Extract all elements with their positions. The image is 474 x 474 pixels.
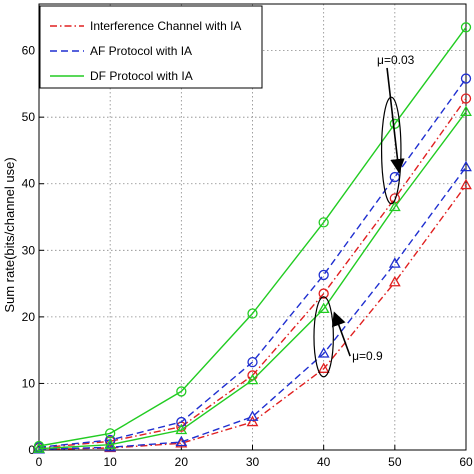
series-0-point-4 [318, 288, 329, 299]
legend-label-1: AF Protocol with IA [90, 44, 192, 58]
series-3-point-3 [246, 415, 259, 427]
axes: 0 10 20 30 40 50 60 0 10 20 30 40 50 60 [22, 3, 473, 469]
series-2-point-0 [33, 440, 45, 452]
series-2-point-6 [460, 22, 472, 33]
legend-box [39, 5, 263, 89]
y-tick-label-0: 0 [28, 443, 35, 457]
series-5-point-2 [175, 423, 188, 435]
series-1-point-6 [460, 73, 472, 84]
series-3-point-6 [460, 178, 472, 190]
series-3-point-4 [317, 362, 330, 373]
series-line-5 [38, 111, 467, 450]
series-5-point-4 [317, 302, 330, 314]
series-line-4 [38, 166, 467, 450]
series-4-point-5 [388, 257, 401, 268]
series-3-point-2 [175, 437, 188, 448]
series-5-point-1 [104, 438, 117, 449]
series-5 [33, 105, 472, 453]
series-line-2 [38, 26, 467, 447]
series-1-point-3 [247, 356, 258, 368]
y-tick-label-20: 20 [22, 310, 36, 324]
series-2-point-4 [318, 217, 329, 228]
series-5-point-6 [460, 105, 472, 116]
series-1-point-4 [318, 269, 329, 281]
annotation-label-0: μ=0.03 [377, 53, 415, 67]
series-2-point-2 [176, 386, 187, 397]
y-tick-label-10: 10 [22, 376, 36, 390]
x-tick-label-10: 10 [103, 455, 117, 469]
legend-label-0: Interference Channel with IA [90, 19, 241, 33]
x-tick-label-50: 50 [388, 455, 402, 469]
series-2 [33, 22, 472, 452]
series-4-point-6 [460, 160, 472, 172]
series-3-point-5 [388, 275, 401, 287]
x-tick-label-30: 30 [246, 455, 260, 469]
annotation-arrow-0 [386, 67, 405, 174]
series-4-point-3 [246, 410, 259, 421]
y-axis-label: Sum rate(bits/channel use) [2, 157, 17, 312]
series-1-point-2 [176, 416, 187, 428]
annotations: μ=0.03 μ=0.9 [313, 53, 415, 378]
x-tick-label-0: 0 [36, 455, 43, 469]
annotation-ellipse-1 [313, 296, 334, 378]
y-tick-label-60: 60 [22, 44, 36, 58]
series-5-point-0 [33, 442, 45, 453]
legend: Interference Channel with IA AF Protocol … [39, 5, 263, 89]
x-tick-label-60: 60 [459, 455, 473, 469]
series-2-point-1 [105, 428, 116, 439]
series-2-point-3 [247, 308, 258, 319]
y-tick-label-30: 30 [22, 243, 36, 257]
annotation-arrow-1 [331, 311, 351, 357]
annotation-ellipse-0 [380, 96, 402, 205]
series-4-point-4 [317, 347, 330, 358]
annotation-label-1: μ=0.9 [352, 349, 383, 363]
series-group [33, 22, 472, 454]
legend-label-2: DF Protocol with IA [90, 69, 193, 83]
y-tick-label-50: 50 [22, 110, 36, 124]
x-tick-label-40: 40 [317, 455, 331, 469]
series-5-point-5 [388, 200, 401, 212]
series-4-point-1 [104, 441, 117, 452]
x-tick-label-20: 20 [175, 455, 189, 469]
series-5-point-3 [246, 373, 259, 385]
series-0-point-6 [460, 93, 472, 104]
series-4-point-2 [175, 435, 188, 447]
y-tick-label-40: 40 [22, 177, 36, 191]
